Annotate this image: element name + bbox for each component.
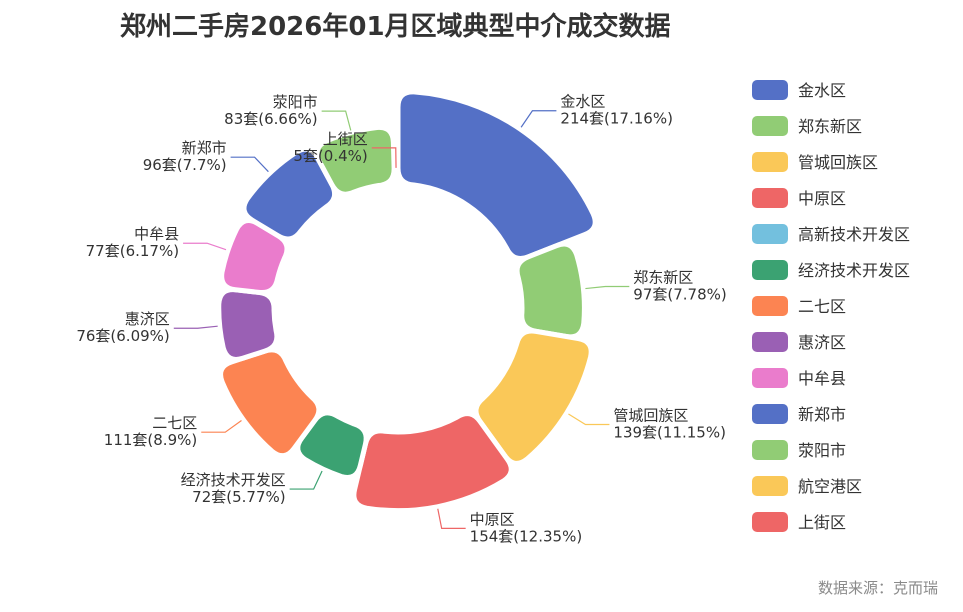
label-line-上街区 — [371, 147, 397, 168]
legend-swatch — [752, 152, 788, 172]
label-line-新郑市 — [230, 156, 269, 173]
label-value-惠济区: 76套(6.09%) — [76, 327, 169, 345]
slice-惠济区 — [216, 287, 280, 362]
legend-label: 高新技术开发区 — [798, 225, 910, 244]
legend-label: 二七区 — [798, 297, 846, 316]
label-value-经济技术开发区: 72套(5.77%) — [192, 488, 285, 506]
legend-item-荥阳市[interactable]: 荥阳市 — [752, 440, 846, 460]
label-line-二七区 — [201, 420, 242, 433]
label-value-二七区: 111套(8.9%) — [104, 431, 197, 449]
slice-二七区 — [218, 347, 322, 459]
label-value-郑东新区: 97套(7.78%) — [633, 285, 726, 303]
legend-item-管城回族区[interactable]: 管城回族区 — [752, 152, 878, 172]
data-source: 数据来源：克而瑞 — [818, 579, 938, 597]
label-name-管城回族区: 管城回族区 — [613, 407, 688, 425]
label-name-上街区: 上街区 — [323, 130, 368, 148]
label-value-金水区: 214套(17.16%) — [560, 110, 673, 128]
legend-label: 上街区 — [798, 513, 846, 532]
legend-swatch — [752, 368, 788, 388]
legend-item-二七区[interactable]: 二七区 — [752, 296, 846, 316]
label-name-郑东新区: 郑东新区 — [633, 268, 693, 286]
legend-swatch — [752, 260, 788, 280]
legend-item-高新技术开发区[interactable]: 高新技术开发区 — [752, 224, 910, 244]
label-name-惠济区: 惠济区 — [125, 310, 170, 328]
legend-label: 新郑市 — [798, 405, 846, 424]
slice-管城回族区 — [473, 328, 594, 466]
slice-经济技术开发区 — [295, 410, 369, 480]
label-name-中原区: 中原区 — [470, 510, 515, 528]
legend-label: 经济技术开发区 — [798, 261, 910, 280]
label-line-惠济区 — [173, 325, 218, 329]
legend-swatch — [752, 332, 788, 352]
label-name-金水区: 金水区 — [560, 93, 605, 111]
slice-中原区 — [351, 411, 514, 514]
legend-item-上街区[interactable]: 上街区 — [752, 512, 846, 532]
legend-swatch — [752, 296, 788, 316]
slice-郑东新区 — [514, 241, 587, 340]
legend-item-经济技术开发区[interactable]: 经济技术开发区 — [752, 260, 910, 280]
legend-label: 中牟县 — [798, 369, 846, 388]
slices-group — [216, 89, 598, 514]
legend-swatch — [752, 116, 788, 136]
legend-label: 中原区 — [798, 189, 846, 208]
legend-item-新郑市[interactable]: 新郑市 — [752, 404, 846, 424]
label-value-中牟县: 77套(6.17%) — [86, 242, 179, 260]
legend-item-金水区[interactable]: 金水区 — [752, 80, 846, 100]
legend-label: 金水区 — [798, 81, 846, 100]
legend-swatch — [752, 404, 788, 424]
label-value-上街区: 5套(0.4%) — [293, 147, 367, 165]
legend-swatch — [752, 188, 788, 208]
legend-label: 惠济区 — [798, 333, 846, 352]
legend: 金水区郑东新区管城回族区中原区高新技术开发区经济技术开发区二七区惠济区中牟县新郑… — [752, 80, 910, 532]
label-line-管城回族区 — [568, 413, 610, 426]
legend-swatch — [752, 440, 788, 460]
slice-新郑市 — [241, 146, 338, 242]
label-line-中牟县 — [183, 242, 227, 251]
chart-title: 郑州二手房2026年01月区域典型中介成交数据 — [120, 11, 671, 42]
label-line-金水区 — [520, 110, 557, 128]
legend-item-惠济区[interactable]: 惠济区 — [752, 332, 846, 352]
label-value-管城回族区: 139套(11.15%) — [613, 424, 726, 442]
label-name-荥阳市: 荥阳市 — [273, 93, 318, 111]
label-name-新郑市: 新郑市 — [182, 139, 227, 157]
legend-item-航空港区[interactable]: 航空港区 — [752, 476, 862, 496]
slice-荥阳市 — [314, 124, 397, 197]
label-line-中原区 — [437, 508, 466, 529]
label-name-中牟县: 中牟县 — [134, 225, 179, 243]
label-name-二七区: 二七区 — [152, 414, 197, 432]
slice-上街区 — [391, 167, 401, 187]
label-line-荥阳市 — [321, 110, 352, 131]
legend-label: 荥阳市 — [798, 441, 846, 460]
label-value-新郑市: 96套(7.7%) — [143, 156, 227, 174]
label-line-经济技术开发区 — [289, 470, 323, 490]
label-line-郑东新区 — [585, 285, 630, 290]
label-value-荥阳市: 83套(6.66%) — [224, 110, 317, 128]
legend-item-郑东新区[interactable]: 郑东新区 — [752, 116, 862, 136]
legend-label: 管城回族区 — [798, 153, 878, 172]
label-value-中原区: 154套(12.35%) — [470, 527, 583, 545]
legend-label: 航空港区 — [798, 477, 862, 496]
legend-swatch — [752, 80, 788, 100]
legend-label: 郑东新区 — [798, 117, 862, 136]
legend-swatch — [752, 512, 788, 532]
legend-swatch — [752, 224, 788, 244]
legend-item-中原区[interactable]: 中原区 — [752, 188, 846, 208]
legend-item-中牟县[interactable]: 中牟县 — [752, 368, 846, 388]
label-name-经济技术开发区: 经济技术开发区 — [181, 471, 286, 489]
legend-swatch — [752, 476, 788, 496]
slice-中牟县 — [219, 218, 290, 296]
